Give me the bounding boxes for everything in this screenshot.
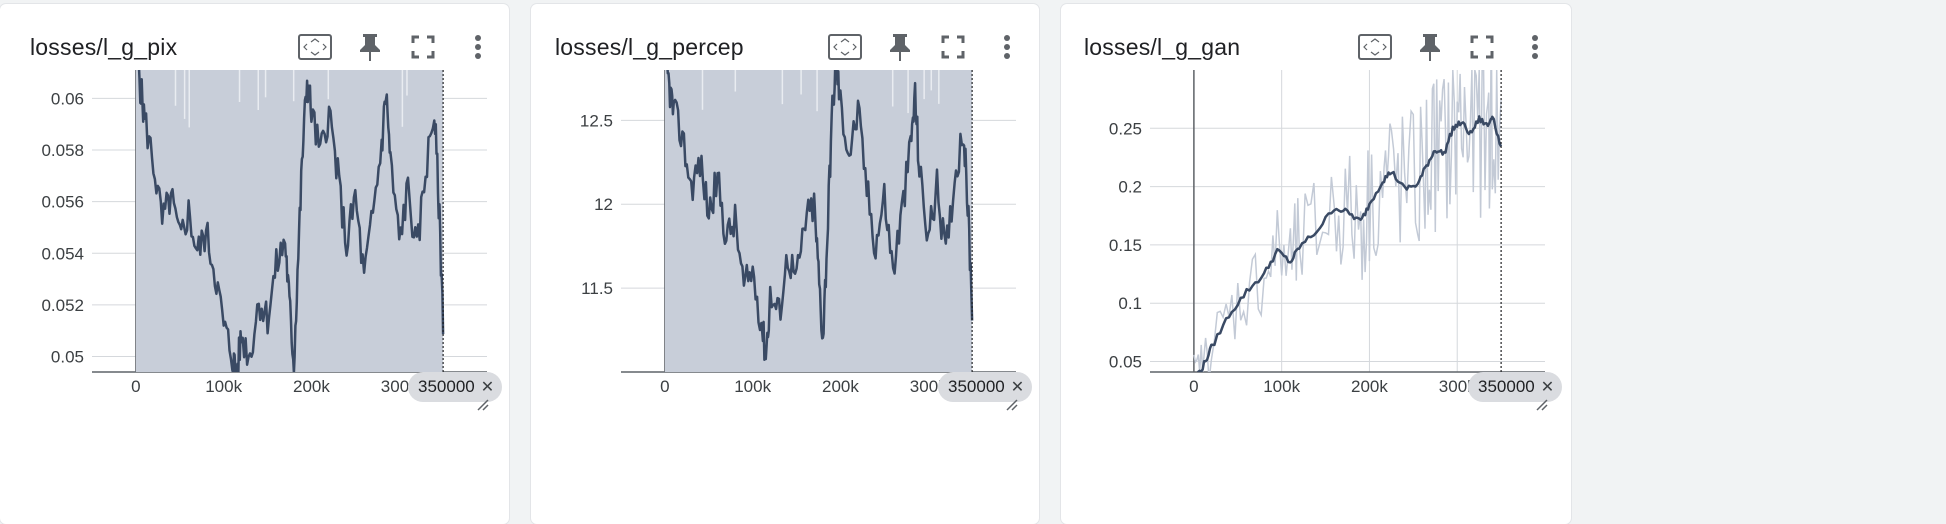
card-title: losses/l_g_gan [1084, 34, 1241, 60]
y-tick-label: 12.5 [580, 111, 613, 130]
y-tick-label: 12 [594, 195, 613, 214]
fullscreen-button[interactable] [400, 24, 446, 70]
resize-handle-icon[interactable] [1005, 398, 1019, 412]
y-tick-label: 11.5 [581, 279, 613, 298]
y-tick-label: 0.06 [51, 89, 84, 108]
y-tick-label: 0.1 [1118, 294, 1142, 313]
more-options-button[interactable] [1512, 24, 1558, 70]
x-tick-label: 100k [734, 377, 771, 396]
close-icon[interactable]: ✕ [480, 379, 495, 396]
more-vert-icon [475, 35, 481, 59]
more-vert-icon [1004, 35, 1010, 59]
fit-domain-button[interactable] [822, 24, 868, 70]
card-title: losses/l_g_percep [555, 34, 744, 60]
more-options-button[interactable] [984, 24, 1030, 70]
fit-domain-button[interactable] [292, 24, 338, 70]
pin-icon [1420, 34, 1440, 61]
y-tick-label: 0.05 [1109, 353, 1142, 372]
y-tick-label: 0.05 [51, 348, 84, 367]
pin-button[interactable] [1407, 24, 1453, 70]
pin-button[interactable] [877, 24, 923, 70]
hover-step-chip[interactable]: 350000 ✕ [1468, 372, 1563, 402]
fullscreen-button[interactable] [1459, 24, 1505, 70]
chart-card-l-g-pix: losses/l_g_pix 0.05 0.052 0.054 0.056 0.058 0… [0, 4, 509, 524]
y-tick-label: 0.25 [1109, 119, 1142, 138]
fit-domain-icon [1358, 34, 1392, 60]
y-tick-label: 0.054 [41, 244, 84, 263]
fullscreen-button[interactable] [930, 24, 976, 70]
x-tick-label: 100k [205, 377, 242, 396]
plot-area [135, 70, 445, 372]
x-tick-label: 200k [822, 377, 859, 396]
fullscreen-icon [411, 35, 435, 59]
y-tick-label: 0.15 [1109, 236, 1142, 255]
y-tick-label: 0.056 [41, 193, 84, 212]
x-tick-label: 0 [131, 377, 140, 396]
smoothed-series-line [1196, 115, 1503, 372]
fit-domain-icon [298, 34, 332, 60]
raw-series-band [664, 70, 973, 372]
x-tick-label: 100k [1263, 377, 1300, 396]
hover-step-chip[interactable]: 350000 ✕ [938, 372, 1033, 402]
y-tick-label: 0.058 [41, 141, 84, 160]
smoothed-series-line [666, 70, 974, 362]
plot-area [664, 70, 974, 372]
close-icon[interactable]: ✕ [1540, 379, 1555, 396]
resize-handle-icon[interactable] [1535, 398, 1549, 412]
card-title: losses/l_g_pix [30, 34, 178, 60]
y-tick-label: 0.2 [1118, 178, 1142, 197]
x-tick-label: 300k [1439, 377, 1476, 396]
line-chart[interactable]: 11.5 12 12.5 0 100k 200k 300k [531, 4, 1039, 512]
raw-series-line [1193, 70, 1502, 372]
fullscreen-icon [941, 35, 965, 59]
hover-step-value: 350000 [948, 377, 1005, 396]
fit-domain-icon [828, 34, 862, 60]
chart-card-l-g-gan: losses/l_g_gan 0.05 0.1 0.15 0.2 0.25 0 100k 20… [1061, 4, 1571, 524]
hover-step-chip[interactable]: 350000 ✕ [408, 372, 503, 402]
hover-step-value: 350000 [418, 377, 475, 396]
x-tick-label: 300k [910, 377, 947, 396]
line-chart[interactable]: 0.05 0.1 0.15 0.2 0.25 0 100k 200k 300k [1061, 4, 1571, 512]
x-tick-label: 0 [1189, 377, 1198, 396]
more-vert-icon [1532, 35, 1538, 59]
x-tick-label: 200k [1351, 377, 1388, 396]
y-tick-label: 0.052 [41, 296, 84, 315]
plot-area [1193, 70, 1503, 372]
fit-domain-button[interactable] [1352, 24, 1398, 70]
resize-handle-icon[interactable] [476, 398, 490, 412]
close-icon[interactable]: ✕ [1010, 379, 1025, 396]
more-options-button[interactable] [455, 24, 501, 70]
smoothed-series-line [137, 70, 445, 372]
x-tick-label: 200k [293, 377, 330, 396]
pin-icon [360, 34, 380, 61]
pin-button[interactable] [347, 24, 393, 70]
fullscreen-icon [1470, 35, 1494, 59]
pin-icon [890, 34, 910, 61]
hover-step-value: 350000 [1478, 377, 1535, 396]
x-tick-label: 0 [660, 377, 669, 396]
chart-card-l-g-percep: losses/l_g_percep 11.5 12 12.5 0 100k 200k 300… [531, 4, 1039, 524]
